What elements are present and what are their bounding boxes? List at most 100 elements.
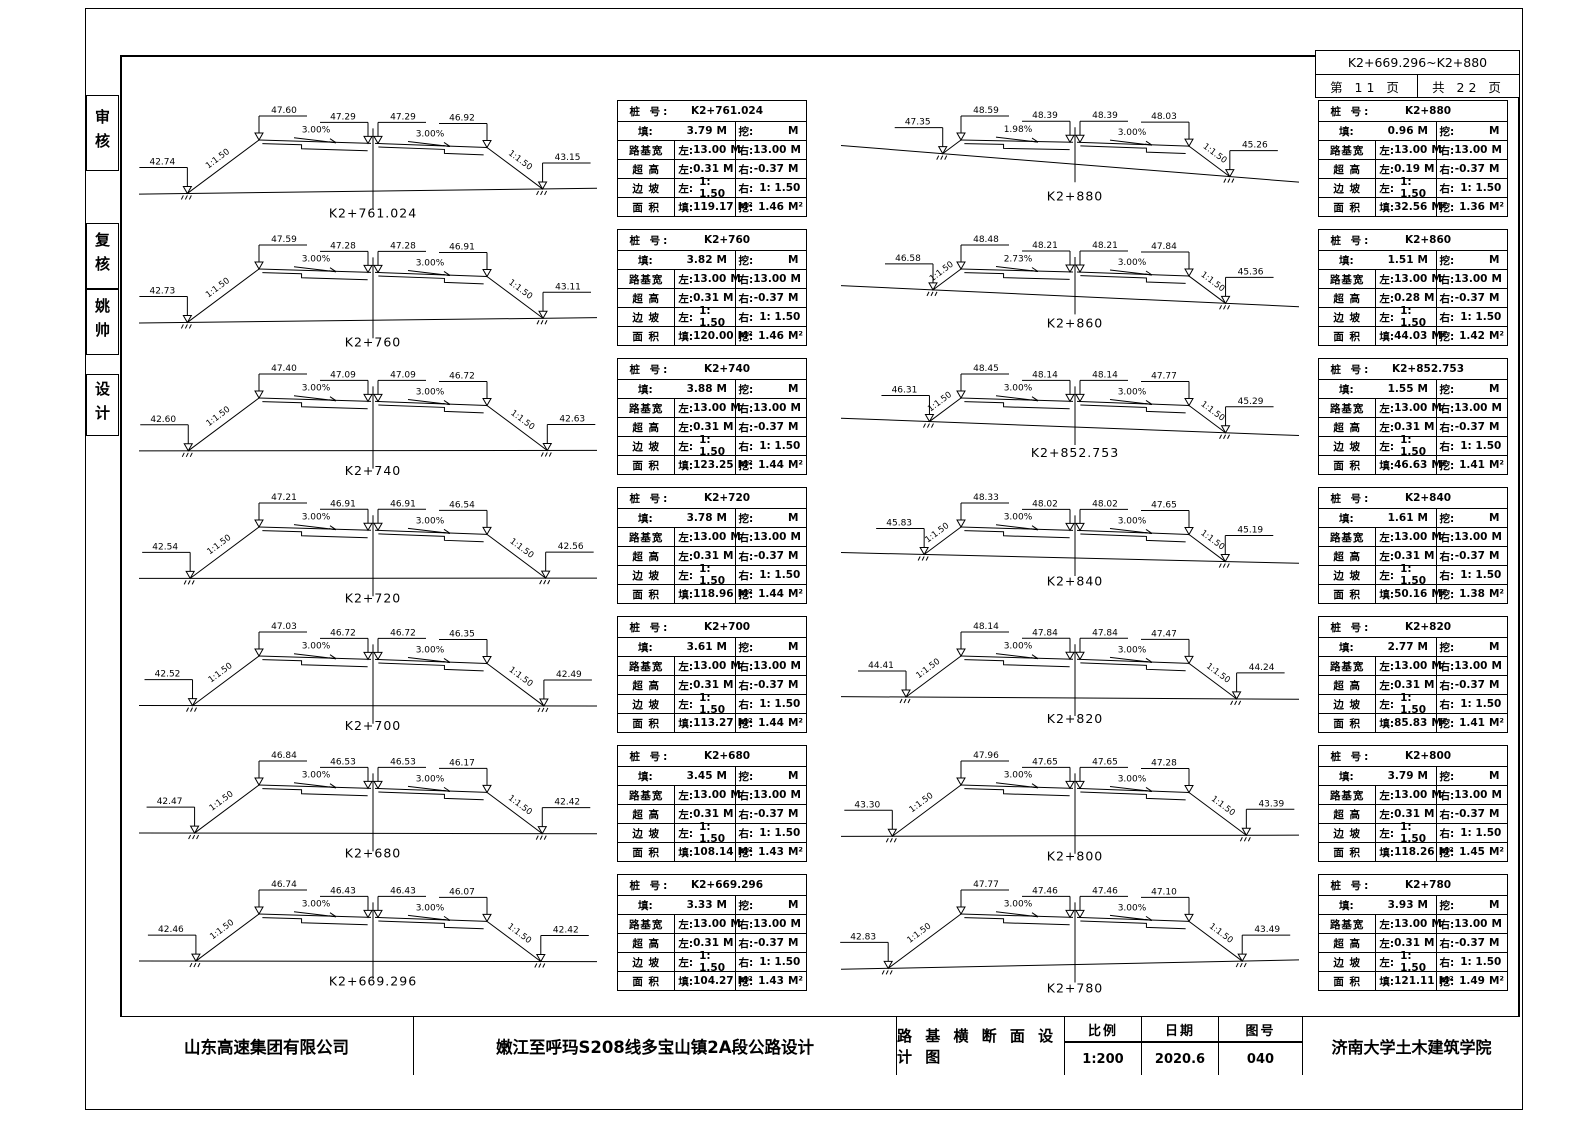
embankment-outline — [905, 655, 1237, 700]
table-cell: 桩 号: — [1319, 875, 1383, 895]
table-row: 超 高左: 0.31 M 右: -0.37 M — [618, 159, 806, 178]
table-cell: 面 积 — [618, 843, 674, 861]
table-cell: 右: 1: 1.50 — [1435, 824, 1507, 842]
unit-label: M² — [1431, 201, 1447, 213]
elevation-label: 47.29 — [390, 112, 416, 122]
cell-label: 面 积 — [632, 330, 661, 343]
table-row: 桩 号: K2+800 — [1319, 746, 1507, 766]
crossfall-label: 3.00% — [302, 642, 331, 652]
cell-value: K2+760 — [703, 234, 751, 246]
cross-section-diagram: 42.47 46.84 46.53 46.53 46.17 42.42 1:1.50 1:1.… — [138, 751, 598, 861]
table-cell: 右: -0.37 M — [1435, 289, 1507, 307]
table-cell: 挖: M — [734, 380, 806, 398]
cell-label: 左: — [678, 311, 694, 324]
table-cell: 填: 85.83 M² — [1375, 714, 1446, 732]
cell-label: 左: — [1379, 660, 1395, 673]
table-cell: 超 高 — [618, 418, 674, 436]
cell-value: -0.37 — [753, 421, 784, 433]
table-cell: 边 坡 — [1319, 824, 1375, 842]
table-row: 边 坡 左: 1: 1.50 右: 1: 1.50 — [618, 821, 806, 845]
crossfall-annotation: 3.00% — [1109, 128, 1153, 146]
table-cell: 左: 1: 1.50 — [674, 563, 734, 587]
crossfall-label: 3.00% — [416, 903, 445, 913]
cell-value: 1: 1.50 — [1400, 305, 1427, 329]
cell-label: 挖: — [738, 641, 754, 654]
elevation-label: 46.91 — [330, 499, 356, 509]
table-cell: 边 坡 — [1319, 308, 1375, 326]
cell-label: 左: — [1379, 550, 1395, 563]
cell-label: 填: — [1339, 641, 1354, 654]
elevation-label: 48.39 — [1092, 111, 1118, 121]
unit-label: M — [1491, 273, 1502, 285]
elevation-label: 47.21 — [271, 493, 297, 503]
elevation-label: 45.36 — [1238, 267, 1264, 277]
cell-value: 1.43 — [758, 975, 784, 987]
table-cell: 右: -0.37 M — [734, 289, 806, 307]
table-cell: 超 高 — [1319, 289, 1375, 307]
stamp-design: 设计 — [86, 374, 119, 436]
unit-label: M² — [737, 846, 753, 858]
crossfall-annotation: 3.00% — [1109, 903, 1153, 921]
table-row: 面 积填: 32.56 M² 挖: 1.36 M² — [1319, 197, 1507, 216]
elevation-label: 44.41 — [868, 661, 894, 671]
table-cell: 左: 13.00 M — [1375, 528, 1442, 546]
cell-label: 右: — [738, 402, 754, 415]
cell-value: 1: 1.50 — [699, 563, 726, 587]
cell-value: 104.27 — [693, 975, 734, 987]
station-label: K2+760 — [345, 334, 401, 349]
elevation-label: 44.24 — [1249, 663, 1275, 673]
slope-label: 1:1.50 — [506, 278, 534, 302]
table-cell: 路基宽 — [1319, 399, 1375, 417]
table-cell: 右: 1: 1.50 — [734, 695, 806, 713]
cross-section-table: 桩 号: K2+780 填: 3.93 M 挖: M 路基宽 左: 13.00 M 右: 13.00 M 超… — [1318, 874, 1508, 991]
table-row: 边 坡 左: 1: 1.50 右: 1: 1.50 — [1319, 950, 1507, 974]
table-cell: 左: 13.00 M — [1375, 786, 1442, 804]
cell-value: 1.36 — [1459, 201, 1485, 213]
elevation-label: 43.30 — [854, 800, 880, 810]
crossfall-annotation: 3.00% — [1109, 774, 1153, 792]
elevation-label: 46.74 — [271, 880, 297, 890]
cross-section-diagram: 42.46 46.74 46.43 46.43 46.07 42.42 1:1.50 1:1.… — [138, 880, 598, 989]
table-cell: K2+761.024 — [682, 101, 772, 121]
cell-label: 挖: — [1439, 588, 1455, 601]
cross-section-table: 桩 号: K2+740 填: 3.88 M 挖: M 路基宽 左: 13.00 M 右: 13.00 M 超… — [617, 358, 807, 475]
pavement-layer-line — [964, 788, 1070, 797]
cell-label: 路基宽 — [628, 144, 664, 157]
table-cell: 右: -0.37 M — [1435, 160, 1507, 178]
stamp-review-label: 审核 — [93, 109, 111, 157]
embankment-outline — [932, 268, 1226, 304]
cell-value: 0.28 — [1394, 292, 1421, 304]
cell-value: 113.27 — [693, 717, 734, 729]
unit-label: M² — [1488, 330, 1505, 342]
crossfall-annotation: 3.00% — [995, 900, 1039, 918]
cross-section-diagram: 42.52 47.03 46.72 46.72 46.35 42.49 1:1.50 1:1.… — [138, 622, 598, 733]
cell-value: -0.37 — [1454, 808, 1485, 820]
cell-value: -0.37 — [1454, 937, 1485, 949]
cell-value: 1.44 — [758, 459, 784, 471]
table-cell: 右: 1: 1.50 — [1435, 179, 1507, 197]
table-cell: 桩 号: — [1319, 101, 1383, 121]
station-label: K2+669.296 — [329, 974, 417, 989]
table-row: 路基宽 左: 13.00 M 右: 13.00 M — [618, 527, 806, 546]
unit-label: M — [1424, 808, 1435, 820]
table-row: 填: 1.51 M 挖: M — [1319, 250, 1507, 269]
table-cell: 桩 号: — [1319, 617, 1383, 637]
cell-value: 13.00 — [1394, 660, 1428, 672]
elevation-label: 43.39 — [1258, 799, 1284, 809]
table-row: 路基宽 左: 13.00 M 右: 13.00 M — [618, 656, 806, 675]
crossfall-label: 3.00% — [302, 900, 331, 910]
table-cell: 挖: 1.43 M² — [734, 843, 806, 861]
cell-value: 1.44 — [758, 717, 784, 729]
elevation-flag: 48.39 — [1075, 111, 1128, 144]
cell-value: K2+860 — [1404, 234, 1452, 246]
elevation-flag: 46.53 — [373, 757, 426, 790]
table-cell: 挖: M — [734, 767, 806, 785]
crossfall-label: 3.00% — [1118, 903, 1147, 913]
elevation-label: 45.29 — [1238, 397, 1264, 407]
cell-label: 挖: — [738, 254, 754, 267]
elevation-label: 46.72 — [449, 371, 475, 381]
cell-value: 0.31 — [693, 292, 720, 304]
cell-value: 1: 1.50 — [1460, 311, 1502, 323]
elevation-label: 48.33 — [973, 493, 999, 503]
